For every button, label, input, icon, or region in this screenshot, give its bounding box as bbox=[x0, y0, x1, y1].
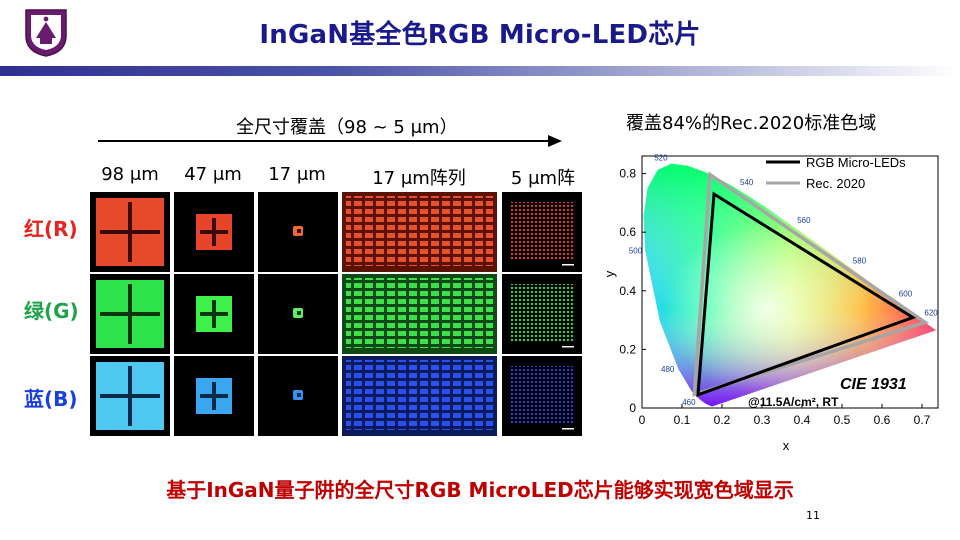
y-tick-label: 0 bbox=[629, 401, 636, 415]
y-tick-label: 0.2 bbox=[619, 342, 636, 356]
column-head-98um: 98 μm bbox=[101, 164, 159, 185]
column-head-17um: 17 μm bbox=[268, 164, 326, 185]
wavelength-label-480: 480 bbox=[661, 365, 675, 374]
led-red-98um bbox=[90, 192, 170, 272]
row-label-red: 红(R) bbox=[24, 217, 78, 241]
size-range-caption: 全尺寸覆盖（98 ~ 5 μm） bbox=[236, 117, 458, 138]
x-axis-ticks: 0 0.1 0.2 0.3 0.4 0.5 0.6 0.7 bbox=[639, 404, 931, 427]
x-tick-label: 0.5 bbox=[834, 413, 851, 427]
led-green-47um bbox=[174, 274, 254, 354]
university-logo bbox=[25, 9, 67, 57]
row-label-green: 绿(G) bbox=[24, 299, 79, 323]
wavelength-label-540: 540 bbox=[740, 178, 754, 187]
wavelength-label-620: 620 bbox=[924, 309, 938, 318]
x-tick-label: 0.3 bbox=[754, 413, 771, 427]
led-green-17um bbox=[258, 274, 338, 354]
title-divider bbox=[0, 66, 960, 76]
led-red-5um-array bbox=[502, 192, 582, 272]
led-blue-47um bbox=[174, 356, 254, 436]
led-green-98um bbox=[90, 274, 170, 354]
rgb-microled-triangle bbox=[696, 191, 917, 397]
cie-1931-diagram: 0 0.1 0.2 0.3 0.4 0.5 0.6 0.7 0 0.2 0.4 0.6 0.8 520… bbox=[602, 154, 939, 453]
x-tick-label: 0.2 bbox=[714, 413, 731, 427]
x-tick-label: 0.6 bbox=[874, 413, 891, 427]
y-axis-ticks: 0 0.2 0.4 0.6 0.8 bbox=[619, 167, 646, 415]
led-red-17um-array bbox=[342, 192, 497, 272]
wavelength-label-460: 460 bbox=[682, 398, 696, 407]
led-blue-17um-array bbox=[342, 356, 497, 436]
led-green-17um-array bbox=[342, 274, 497, 354]
wavelength-label-580: 580 bbox=[853, 256, 867, 265]
y-tick-label: 0.6 bbox=[619, 225, 636, 239]
gamut-caption: 覆盖84%的Rec.2020标准色域 bbox=[626, 113, 877, 134]
wavelength-labels: 520 540 560 580 600 620 500 480 460 bbox=[629, 154, 938, 408]
legend-rec2020-label: Rec. 2020 bbox=[806, 176, 865, 191]
x-tick-label: 0.1 bbox=[674, 413, 691, 427]
led-blue-17um bbox=[258, 356, 338, 436]
row-label-blue: 蓝(B) bbox=[24, 387, 78, 411]
x-tick-label: 0 bbox=[639, 413, 646, 427]
wavelength-label-500: 500 bbox=[629, 246, 643, 255]
led-red-47um bbox=[174, 192, 254, 272]
led-red-17um bbox=[258, 192, 338, 272]
page-number: 11 bbox=[806, 509, 820, 522]
led-blue-5um-array bbox=[502, 356, 582, 436]
y-tick-label: 0.8 bbox=[619, 167, 636, 181]
wavelength-label-560: 560 bbox=[797, 216, 811, 225]
size-arrow-icon bbox=[98, 135, 562, 147]
column-head-47um: 47 μm bbox=[184, 164, 242, 185]
y-axis-label: y bbox=[602, 270, 617, 277]
column-head-17um-array: 17 μm阵列 bbox=[372, 168, 466, 189]
x-tick-label: 0.4 bbox=[794, 413, 811, 427]
legend-rgb-label: RGB Micro-LEDs bbox=[806, 155, 906, 170]
condition-label: @11.5A/cm², RT bbox=[748, 395, 839, 409]
x-axis-label: x bbox=[783, 438, 790, 453]
cie-1931-label: CIE 1931 bbox=[840, 376, 907, 393]
led-blue-98um bbox=[90, 356, 170, 436]
conclusion-text: 基于InGaN量子阱的全尺寸RGB MicroLED芯片能够实现宽色域显示 bbox=[166, 478, 794, 502]
y-tick-label: 0.4 bbox=[619, 284, 636, 298]
white-point-glow bbox=[643, 163, 936, 407]
led-green-5um-array bbox=[502, 274, 582, 354]
wavelength-label-600: 600 bbox=[899, 290, 913, 299]
rec2020-triangle bbox=[692, 171, 930, 397]
slide-title: InGaN基全色RGB Micro-LED芯片 bbox=[259, 20, 701, 50]
wavelength-label-520: 520 bbox=[654, 154, 668, 163]
x-tick-label: 0.7 bbox=[914, 413, 931, 427]
